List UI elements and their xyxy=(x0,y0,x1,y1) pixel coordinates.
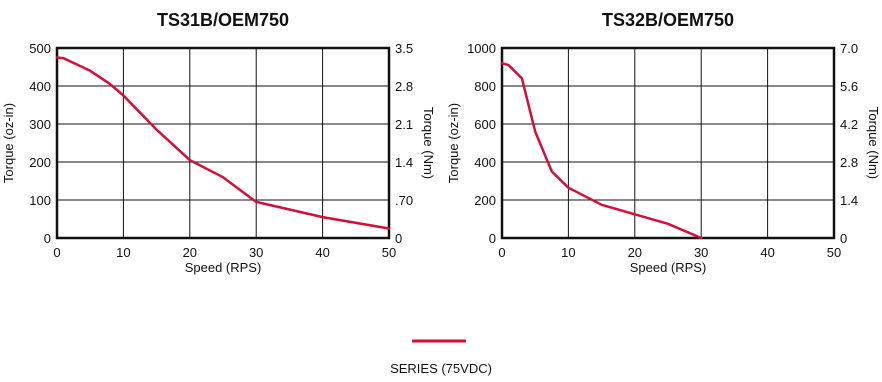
chart1-plot-frame xyxy=(55,46,391,240)
chart2-y2-tick-label: 5.6 xyxy=(840,79,858,94)
chart1-series-line xyxy=(55,56,391,230)
chart1-y-axis-label: Torque (oz-in) xyxy=(1,103,16,183)
chart2-y-tick-label: 800 xyxy=(474,79,496,94)
chart1-title: TS31B/OEM750 xyxy=(157,10,289,30)
chart2-y2-axis-label: Torque (Nm) xyxy=(866,107,881,179)
chart2-title: TS32B/OEM750 xyxy=(602,10,734,30)
chart1-x-tick-label: 0 xyxy=(53,245,60,260)
chart2-y-tick-label: 0 xyxy=(489,231,496,246)
chart2-series-line xyxy=(500,61,703,240)
chart2-x-tick-label: 30 xyxy=(694,245,708,260)
chart1-y2-tick-label: 2.8 xyxy=(395,79,413,94)
chart1-y-tick-label: 0 xyxy=(44,231,51,246)
chart1-y-tick-label: 100 xyxy=(29,193,51,208)
chart1-y2-tick-label: .70 xyxy=(395,193,413,208)
chart2-y-tick-label: 200 xyxy=(474,193,496,208)
chart2-y-tick-label: 400 xyxy=(474,155,496,170)
chart2-x-tick-label: 40 xyxy=(760,245,774,260)
chart1-y2-tick-label: 2.1 xyxy=(395,117,413,132)
chart2-y2-tick-label: 4.2 xyxy=(840,117,858,132)
chart2-x-axis-label: Speed (RPS) xyxy=(630,260,707,275)
chart2-y2-tick-label: 7.0 xyxy=(840,41,858,56)
chart1-y2-axis-label: Torque (Nm) xyxy=(421,107,436,179)
chart2-y2-tick-label: 0 xyxy=(840,231,847,246)
chart2-y2-tick-label: 2.8 xyxy=(840,155,858,170)
chart2-y-axis-label: Torque (oz-in) xyxy=(446,103,461,183)
chart2-y2-tick-label: 1.4 xyxy=(840,193,858,208)
chart1-y2-tick-label: 1.4 xyxy=(395,155,413,170)
chart1-x-tick-label: 40 xyxy=(315,245,329,260)
chart1-y-tick-label: 200 xyxy=(29,155,51,170)
chart1-y2-tick-label: 3.5 xyxy=(395,41,413,56)
chart2-x-tick-label: 10 xyxy=(561,245,575,260)
chart1-x-tick-label: 10 xyxy=(116,245,130,260)
chart2-y-tick-label: 1000 xyxy=(467,41,496,56)
chart2-plot-frame xyxy=(500,46,836,240)
chart1-y-tick-label: 400 xyxy=(29,79,51,94)
chart1-x-tick-label: 50 xyxy=(382,245,396,260)
chart1-y2-tick-label: 0 xyxy=(395,231,402,246)
chart1-x-tick-label: 20 xyxy=(183,245,197,260)
chart2-x-tick-label: 20 xyxy=(628,245,642,260)
chart2-x-tick-label: 50 xyxy=(827,245,841,260)
chart2-y-tick-label: 600 xyxy=(474,117,496,132)
chart1-y-tick-label: 500 xyxy=(29,41,51,56)
chart2-x-tick-label: 0 xyxy=(498,245,505,260)
chart1-x-tick-label: 30 xyxy=(249,245,263,260)
chart1-x-axis-label: Speed (RPS) xyxy=(185,260,262,275)
legend-label: SERIES (75VDC) xyxy=(390,361,492,376)
chart1-y-tick-label: 300 xyxy=(29,117,51,132)
